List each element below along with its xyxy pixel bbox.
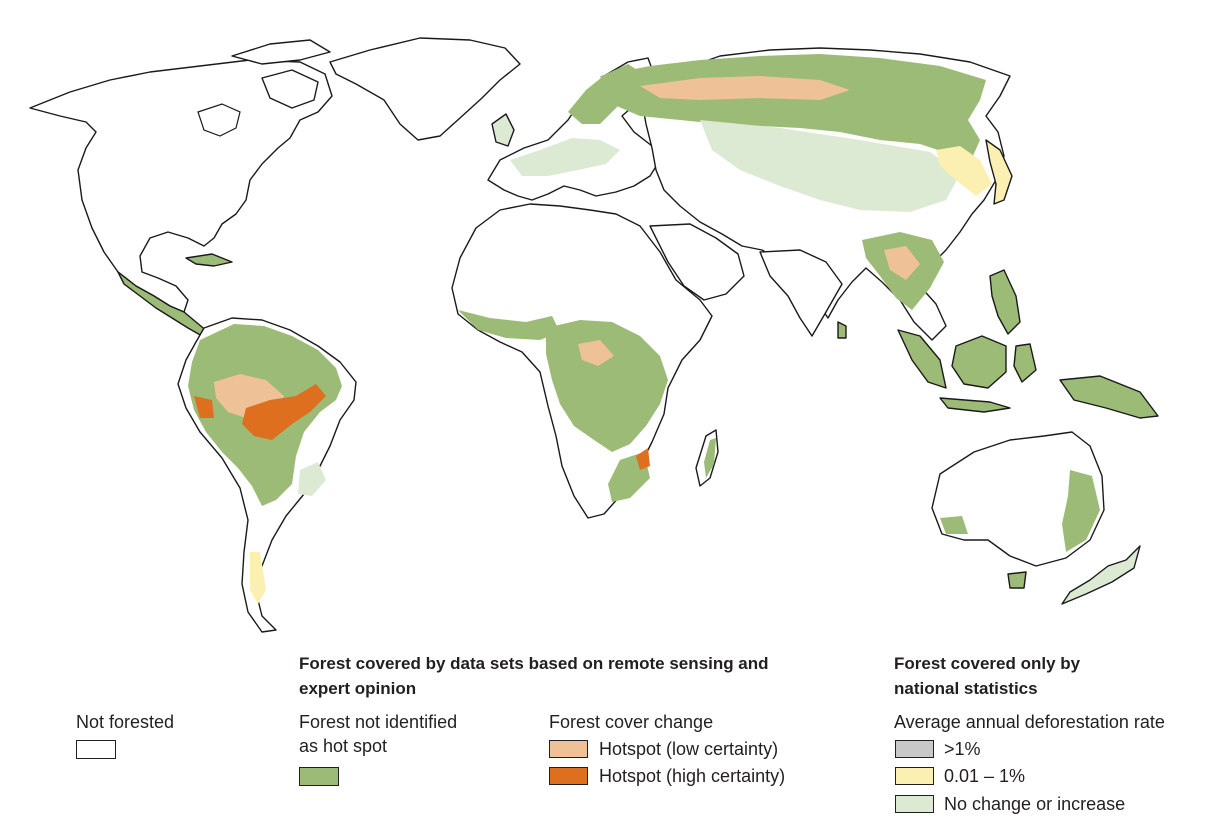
sri-lanka	[837, 321, 847, 339]
chile-forest	[250, 552, 266, 604]
arctic-islands	[231, 39, 331, 65]
legend-hotspot-high-label: Hotspot (high certainty)	[599, 766, 786, 786]
amazon-hotspot-high-2	[194, 396, 214, 418]
china-rate-mid	[936, 146, 992, 196]
legend-rate-high-label: >1%	[944, 739, 981, 759]
amazon-hotspot-high	[242, 384, 326, 440]
legend-no-change-label: No change or increase	[944, 794, 1126, 814]
legend-national-heading: Forest covered only by national statisti…	[894, 654, 1081, 698]
british-isles	[491, 113, 515, 147]
australia-west-forest	[940, 516, 968, 534]
sumatra	[897, 329, 947, 389]
europe-no-change	[510, 138, 620, 176]
asia-no-change	[700, 120, 960, 212]
southeast-asia-hotspot	[884, 246, 920, 280]
legend-rate-mid-label: 0.01 – 1%	[944, 766, 1026, 786]
india	[759, 249, 843, 337]
legend-forest-label: Forest not identified as hot spot	[299, 712, 458, 756]
legend-remote-sensing-heading: Forest covered by data sets based on rem…	[299, 654, 769, 698]
legend-forest-swatch	[299, 767, 339, 786]
new-guinea	[1059, 375, 1159, 419]
legend-not-forested-swatch	[76, 740, 116, 759]
greenland	[329, 37, 521, 141]
legend-forest-cover-change-label: Forest cover change	[549, 712, 714, 732]
sulawesi	[1013, 343, 1037, 383]
legend-not-forested-label: Not forested	[76, 712, 175, 732]
congo-hotspot-low	[578, 340, 614, 366]
africa-hotspot-high	[636, 448, 650, 470]
legend-rate-mid-swatch	[895, 767, 934, 785]
legend-no-change-swatch	[895, 795, 934, 813]
australia-east-forest	[1062, 470, 1100, 552]
new-zealand	[1061, 545, 1141, 605]
congo-forest	[546, 320, 668, 452]
legend-hotspot-low-swatch	[549, 740, 588, 758]
baffin-island	[261, 69, 319, 109]
madagascar-forest	[704, 438, 716, 478]
japan	[985, 139, 1013, 205]
java	[939, 397, 1011, 413]
tasmania	[1007, 571, 1027, 589]
hudson-bay	[197, 103, 241, 137]
west-africa-forest	[458, 310, 560, 340]
legend-avg-rate-label: Average annual deforestation rate	[894, 712, 1165, 732]
australia	[931, 431, 1105, 567]
atlantic-forest	[298, 462, 326, 496]
borneo	[951, 335, 1007, 389]
siberia-hotspot-low	[640, 76, 850, 100]
north-america	[29, 59, 333, 313]
caribbean-islands	[185, 253, 233, 267]
world-forest-map	[29, 37, 1159, 633]
legend-hotspot-low-label: Hotspot (low certainty)	[599, 739, 779, 759]
philippines	[989, 269, 1021, 335]
legend-rate-high-swatch	[895, 740, 934, 758]
legend-hotspot-high-swatch	[549, 767, 588, 785]
arabian-peninsula	[649, 223, 745, 301]
